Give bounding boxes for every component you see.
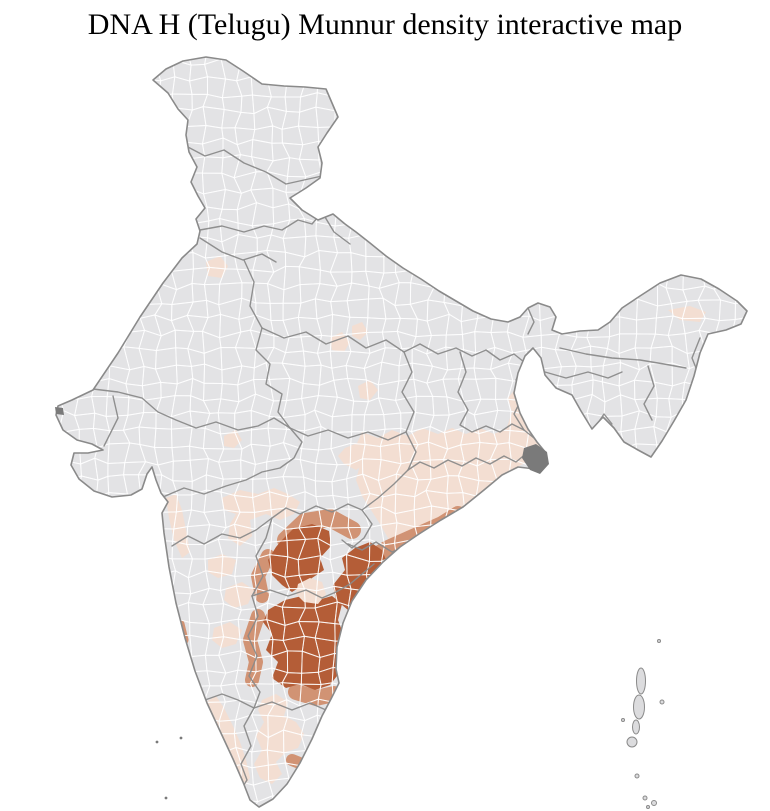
border-rajasthan-south — [92, 388, 291, 431]
nicobar-island-4[interactable] — [646, 805, 650, 809]
lakshadweep-islands[interactable] — [155, 736, 183, 800]
region-up-district-2[interactable] — [352, 322, 368, 340]
border-assam-valley — [559, 347, 687, 369]
border-assam-mizoram — [643, 365, 655, 421]
border-kerala-top — [204, 693, 255, 709]
region-mh-deccan-2[interactable] — [228, 514, 252, 546]
andaman-nicobar-islands[interactable] — [621, 639, 665, 809]
nicobar-island-2[interactable] — [642, 795, 648, 801]
andaman-island-north[interactable] — [636, 667, 646, 695]
region-ka-scatter-3[interactable] — [212, 622, 242, 648]
kutch-marsh — [55, 407, 64, 415]
border-tg-ap — [251, 563, 375, 599]
border-up-bihar — [403, 343, 525, 363]
island-dot-2[interactable] — [659, 699, 665, 705]
region-mp-district-1[interactable] — [358, 380, 378, 400]
nicobar-island-1[interactable] — [634, 773, 640, 779]
region-hyderabad-gap[interactable] — [296, 578, 326, 604]
island-dot-3[interactable] — [621, 718, 625, 722]
border-mh-north — [289, 427, 407, 441]
region-tn-interior[interactable] — [254, 694, 304, 784]
region-vidarbha-1[interactable] — [338, 442, 374, 470]
border-kutch — [103, 395, 119, 447]
region-konkan-coast[interactable] — [166, 494, 190, 558]
lakshadweep-dot-1[interactable] — [155, 740, 159, 744]
region-rayalaseema-west[interactable] — [243, 609, 265, 687]
region-mp-district-2[interactable] — [224, 430, 242, 448]
india-landmass[interactable] — [56, 57, 747, 807]
border-mp-cg — [401, 351, 417, 471]
border-rajasthan-east — [255, 327, 291, 429]
lakshadweep-dot-2[interactable] — [179, 736, 183, 740]
page-title: DNA H (Telugu) Munnur density interactiv… — [87, 8, 683, 41]
border-ka-tn-kl — [237, 707, 255, 795]
nicobar-island-3[interactable] — [651, 800, 657, 806]
lakshadweep-dot-3[interactable] — [164, 796, 168, 800]
border-jk-south — [185, 145, 323, 185]
border-tg-west — [251, 517, 273, 597]
border-haryana-up — [243, 259, 263, 329]
border-uttarakhand — [321, 211, 351, 245]
border-bastar — [341, 509, 373, 549]
andaman-island-south[interactable] — [632, 719, 640, 735]
andaman-little-island[interactable] — [626, 736, 638, 748]
region-punjab-district[interactable] — [206, 256, 228, 278]
border-od-cg — [407, 451, 529, 471]
border-guj-mh — [162, 427, 303, 498]
state-borders — [92, 145, 701, 795]
border-mh-south — [171, 469, 409, 547]
sundarbans-delta — [522, 444, 549, 474]
andaman-island-middle[interactable] — [633, 694, 645, 720]
region-north-tamilnadu[interactable] — [288, 684, 342, 706]
island-dot-1[interactable] — [657, 639, 661, 643]
border-ka-ap — [247, 595, 261, 709]
border-jharkhand — [457, 351, 535, 439]
border-meghalaya — [544, 371, 623, 379]
border-sikkim — [527, 307, 535, 335]
dark-patches — [55, 407, 549, 474]
border-punjab-haryana — [199, 237, 277, 263]
border-up-mp — [261, 327, 405, 353]
region-ka-scatter-2[interactable] — [224, 582, 254, 608]
